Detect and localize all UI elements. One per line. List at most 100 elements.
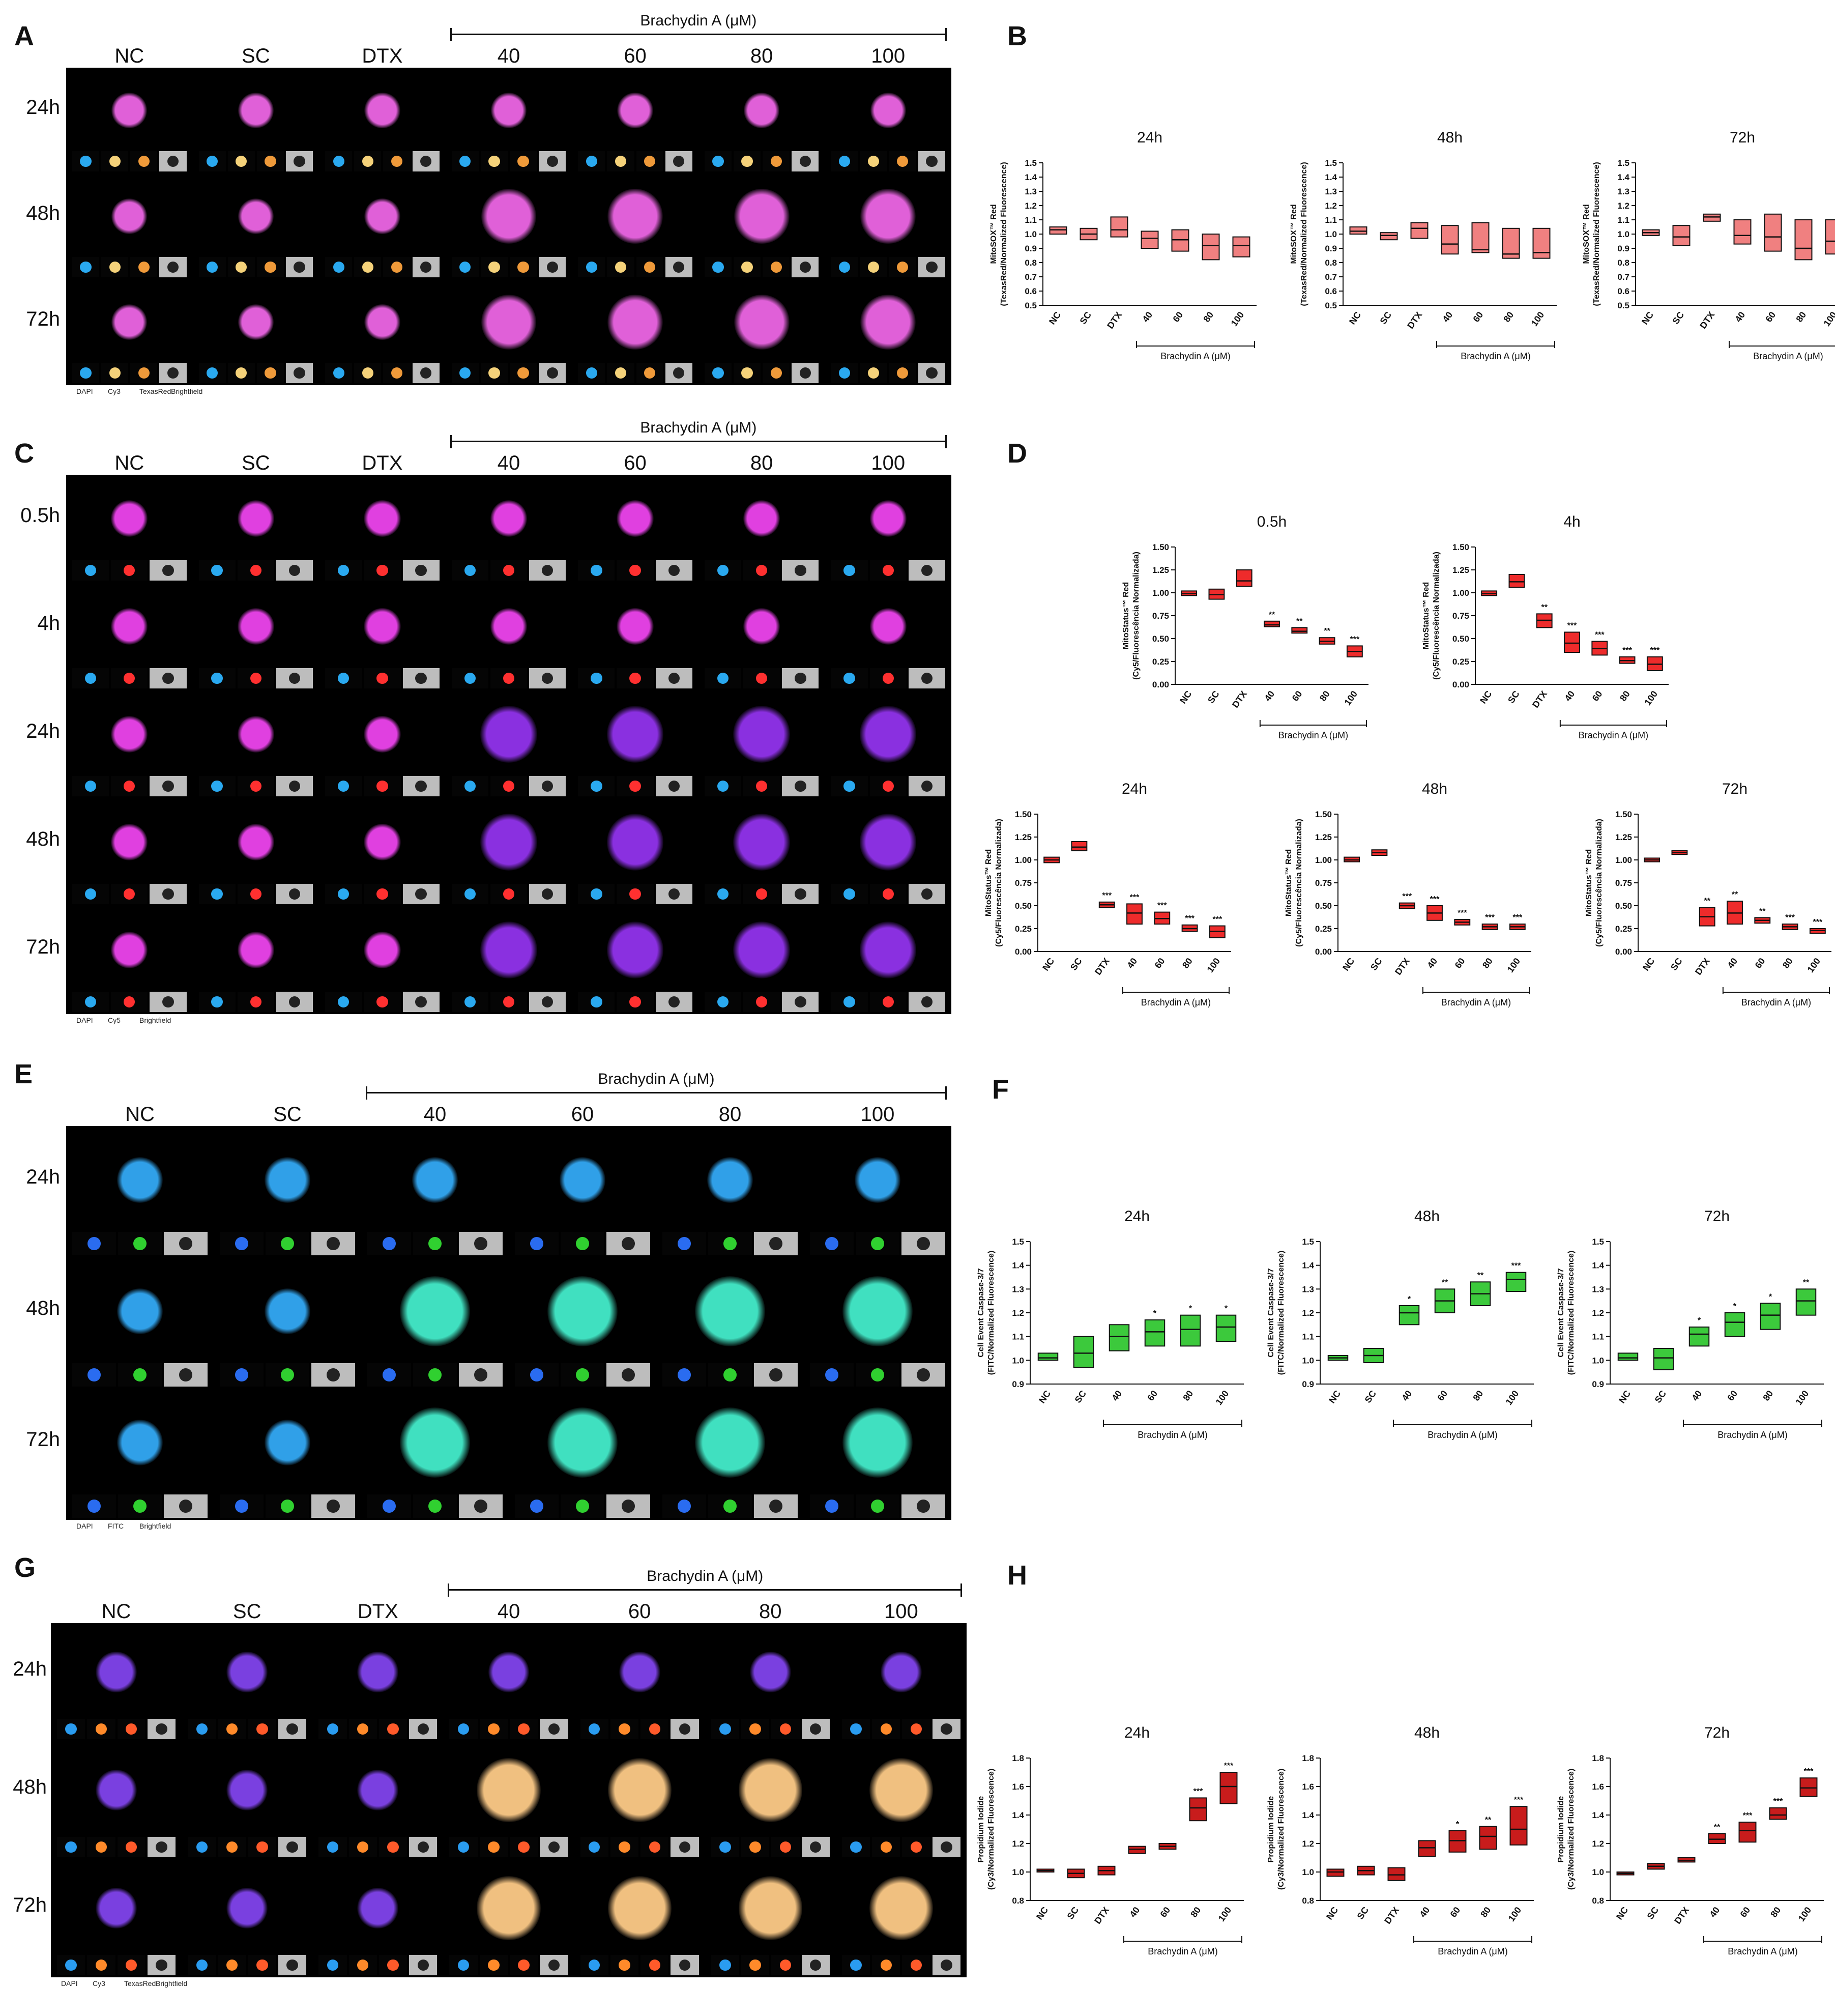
y-tick-label: 1.2	[1025, 201, 1037, 211]
channel-thumbnail	[754, 1494, 798, 1518]
spheroid-image	[860, 188, 916, 244]
channel-thumbnail-dot	[65, 1723, 77, 1735]
channel-thumbnail	[383, 257, 411, 277]
y-tick-label: 1.5	[1302, 1237, 1314, 1247]
concentration-bracket	[450, 435, 947, 448]
y-axis-label: (Cy5/Fluorescência Normalizada)	[1295, 819, 1303, 947]
box-60	[1471, 222, 1490, 253]
x-tick-label: SC	[1355, 1905, 1371, 1921]
channel-thumbnail-dot	[488, 367, 500, 379]
channel-thumbnail	[610, 1955, 639, 1975]
box-40	[1426, 905, 1443, 921]
channel-thumbnail-dot	[941, 1723, 952, 1735]
channel-thumbnail	[860, 257, 887, 277]
spheroid-image	[96, 1651, 137, 1693]
channel-thumbnail-dot	[126, 1841, 137, 1853]
x-tick-label: SC	[1645, 1905, 1661, 1921]
box-40	[1109, 1324, 1130, 1351]
panel-letter-b: B	[1007, 21, 1027, 51]
channel-thumbnail-dot	[897, 367, 909, 379]
column-header: 100	[871, 45, 906, 67]
channel-thumbnail	[378, 1955, 407, 1975]
channel-thumbnail-dot	[286, 1723, 298, 1735]
y-axis-label: (Cy3/Normalized Fluorescence)	[1567, 1769, 1576, 1890]
column-header: 40	[497, 1600, 520, 1623]
spheroid-image	[859, 706, 917, 763]
y-tick-label: 1.50	[1152, 542, 1169, 552]
channel-thumbnail-dot	[941, 1959, 952, 1971]
channel-thumbnail	[164, 1494, 208, 1518]
x-tick-label: 40	[1400, 1389, 1414, 1403]
channel-thumbnail	[286, 257, 313, 277]
channel-thumbnail-dot	[124, 996, 135, 1008]
column-header: NC	[114, 45, 144, 67]
channel-thumbnail-dot	[926, 261, 938, 273]
significance-stars: **	[1803, 1278, 1810, 1287]
channel-thumbnail-dot	[795, 996, 806, 1008]
box-SC	[1671, 850, 1688, 855]
y-tick-label: 0.25	[1152, 657, 1169, 667]
channel-thumbnail-dot	[294, 261, 305, 273]
x-tick-label: 60	[1738, 1905, 1752, 1919]
column-header: SC	[273, 1103, 302, 1126]
x-tick-label: DTX	[1230, 689, 1249, 710]
channel-thumbnail	[578, 151, 605, 171]
channel-thumbnail-dot	[591, 672, 602, 684]
channel-thumbnail-dot	[464, 672, 476, 684]
y-tick-label: 1.00	[1452, 588, 1469, 598]
channel-thumbnail-dot	[294, 367, 305, 379]
significance-stars: ***	[1567, 621, 1577, 630]
channel-thumbnail	[318, 1719, 347, 1739]
channel-thumbnail	[734, 363, 761, 383]
spheroid-image	[357, 1651, 399, 1693]
channel-thumbnail-dot	[167, 155, 179, 167]
channel-thumbnail	[451, 776, 488, 796]
y-tick-label: 1.5	[1325, 158, 1337, 168]
channel-thumbnail	[383, 151, 411, 171]
channel-thumbnail-dot	[327, 1368, 340, 1381]
spheroid-image	[607, 1758, 672, 1822]
channel-thumbnail-dot	[673, 155, 685, 167]
spheroid-image	[357, 1769, 399, 1811]
y-tick-label: 0.8	[1592, 1896, 1604, 1906]
x-tick-label: SC	[1669, 956, 1684, 972]
channel-thumbnail	[636, 257, 663, 277]
x-tick-label: 40	[1110, 1389, 1124, 1403]
channel-thumbnail	[412, 151, 440, 171]
channel-thumbnail-dot	[843, 672, 855, 684]
x-tick-label: DTX	[1672, 1905, 1691, 1926]
channel-thumbnail	[479, 1837, 508, 1857]
channel-thumbnail	[872, 1719, 900, 1739]
channel-thumbnail	[617, 776, 654, 796]
significance-stars: **	[1442, 1278, 1448, 1287]
channel-thumbnail	[57, 1719, 85, 1739]
x-axis-label: Brachydin A (μM)	[1461, 351, 1530, 361]
channel-thumbnail-dot	[644, 261, 656, 273]
channel-thumbnail	[198, 560, 236, 581]
panel-letter-a: A	[14, 21, 34, 51]
channel-thumbnail	[831, 560, 868, 581]
channel-thumbnail-dot	[387, 1723, 399, 1735]
y-axis-label: MitoStatus™ Red	[1422, 582, 1431, 649]
channel-thumbnail	[932, 1955, 960, 1975]
channel-thumbnail-dot	[333, 155, 344, 167]
channel-thumbnail-dot	[162, 672, 174, 684]
box-SC	[1508, 574, 1525, 588]
channel-thumbnail-dot	[235, 1500, 248, 1513]
channel-thumbnail-dot	[464, 996, 476, 1008]
spheroid-image	[480, 921, 537, 978]
x-tick-label: SC	[1068, 956, 1084, 972]
channel-thumbnail-dot	[457, 1959, 470, 1971]
channel-thumbnail-dot	[880, 1841, 892, 1853]
y-tick-label: 0.8	[1025, 258, 1037, 268]
spheroid-image	[237, 931, 274, 969]
y-tick-label: 1.8	[1012, 1753, 1024, 1763]
y-tick-label: 0.5	[1325, 301, 1337, 310]
channel-thumbnail-dot	[338, 780, 349, 792]
y-tick-label: 0.8	[1302, 1896, 1314, 1906]
box-SC	[1647, 1863, 1665, 1870]
column-header: DTX	[362, 45, 403, 67]
channel-thumbnail-dot	[941, 1841, 952, 1853]
channel-thumbnail-dot	[629, 780, 641, 792]
y-tick-label: 1.1	[1302, 1332, 1314, 1342]
